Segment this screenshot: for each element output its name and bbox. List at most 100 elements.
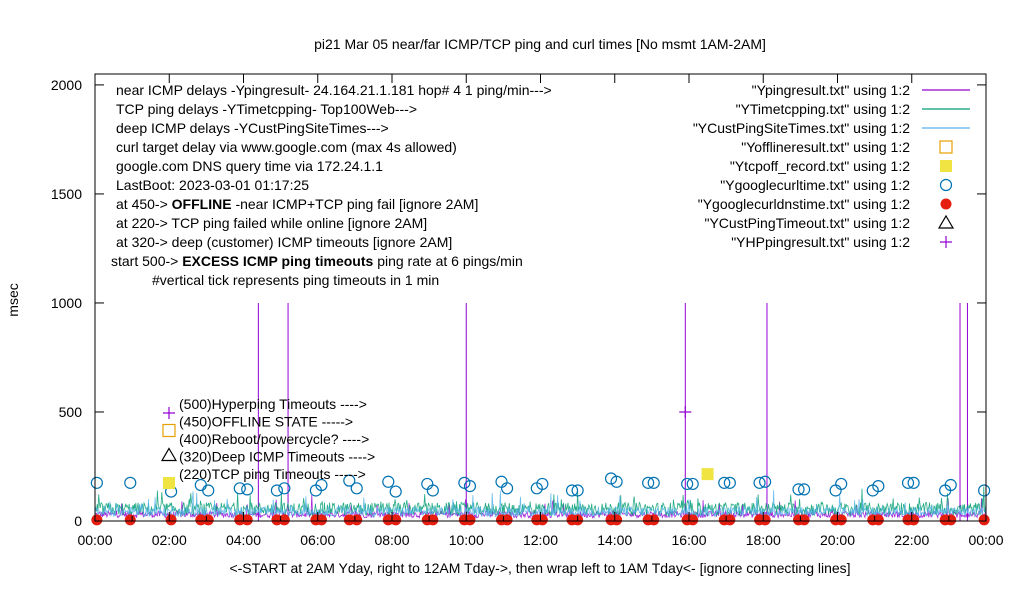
point-5-14	[389, 485, 402, 498]
point-5-20	[500, 482, 514, 495]
point-5-44	[944, 478, 957, 492]
point-5-16	[426, 484, 439, 497]
note-text: google.com DNS query time via 172.24.1.1	[116, 158, 383, 174]
legend-label-2: "YCustPingSiteTimes.txt" using 1:2	[693, 120, 910, 136]
x-tick-label-3: 06:00	[300, 532, 335, 548]
point-5-40	[872, 480, 885, 493]
series-5	[90, 472, 991, 498]
note-text: curl target delay via www.google.com (ma…	[116, 139, 457, 155]
x-tick-label-2: 04:00	[226, 532, 261, 548]
point-5-24	[571, 484, 584, 497]
series-6	[91, 514, 990, 526]
point-6-42	[908, 514, 920, 526]
point-5-26	[610, 475, 623, 488]
marker-label-2: (400)Reboot/powercycle? ---->	[179, 431, 369, 447]
point-6-14	[390, 514, 402, 526]
legend-marker-6	[940, 198, 952, 210]
point-5-10	[315, 478, 328, 492]
point-5-32	[723, 476, 736, 489]
point-6-2	[165, 514, 177, 526]
note-after-text: ping rate at 6 pings/min	[377, 253, 523, 269]
point-5-29	[681, 477, 694, 491]
note-2: deep ICMP delays -YCustPingSiteTimes--->	[116, 120, 389, 136]
marker-label-4: (220)TCP ping Timeouts ----->	[179, 466, 366, 482]
note-4: google.com DNS query time via 172.24.1.1	[116, 158, 383, 174]
legend-label-4: "Ytcpoff_record.txt" using 1:2	[730, 158, 910, 174]
y-axis-label: msec	[5, 283, 21, 316]
note-5: LastBoot: 2023-03-01 01:17:25	[116, 177, 309, 193]
point-6-20	[501, 514, 513, 526]
point-6-45	[978, 514, 990, 526]
legend-label-6: "Ygooglecurldnstime.txt" using 1:2	[698, 196, 910, 212]
point-5-13	[382, 475, 395, 488]
point-6-6	[241, 514, 253, 526]
axis-layer: 00:00 02:00 04:00 06:00 08:00 10:00 12:00 14:00…	[51, 73, 1004, 548]
point-5-37	[829, 484, 842, 497]
point-8-0	[679, 405, 692, 418]
point-5-45	[978, 484, 991, 497]
point-6-32	[724, 514, 736, 526]
point-6-18	[464, 514, 476, 526]
point-5-34	[759, 475, 772, 488]
point-5-4	[202, 484, 215, 497]
legend-label-1: "YTimetcpping.txt" using 1:2	[736, 101, 911, 117]
point-5-33	[753, 476, 766, 489]
point-5-11	[343, 474, 356, 487]
point-6-0	[91, 514, 103, 526]
point-5-15	[421, 477, 434, 491]
legend-label-5: "Ygooglecurltime.txt" using 1:2	[720, 177, 910, 193]
note-text: at 220-> TCP ping failed while online [i…	[116, 215, 427, 231]
note-text: #vertical tick represents ping timeouts …	[152, 272, 439, 288]
legend-label-0: "Ypingresult.txt" using 1:2	[752, 82, 911, 98]
point-5-22	[536, 477, 549, 491]
point-6-38	[835, 514, 847, 526]
point-5-1	[124, 476, 137, 489]
y-tick-label-0: 0	[74, 513, 82, 529]
marker-label-symbol-0	[163, 407, 175, 419]
point-5-23	[565, 484, 579, 497]
point-5-5	[233, 482, 246, 495]
x-tick-label-0: 00:00	[77, 532, 112, 548]
marker-label-symbol-1	[162, 423, 176, 438]
point-5-31	[718, 476, 731, 489]
point-6-1	[124, 514, 136, 526]
series-4	[701, 468, 714, 481]
point-5-7	[270, 484, 284, 497]
point-6-12	[351, 514, 363, 526]
point-5-8	[278, 482, 291, 495]
x-axis-label: <-START at 2AM Yday, right to 12AM Tday-…	[229, 560, 850, 576]
note-text: at 320-> deep (customer) ICMP timeouts […	[116, 234, 452, 250]
x-tick-label-4: 08:00	[374, 532, 409, 548]
legend: "Ypingresult.txt" using 1:2 "YTimetcpping…	[693, 82, 970, 250]
note-bold-text: OFFLINE	[172, 196, 236, 212]
series-layer	[90, 302, 991, 526]
point-5-38	[835, 477, 848, 491]
point-6-16	[427, 514, 439, 526]
note-text: at 450->	[116, 196, 172, 212]
note-8: at 320-> deep (customer) ICMP timeouts […	[116, 234, 452, 250]
point-6-36	[798, 514, 810, 526]
x-tick-label-8: 16:00	[671, 532, 706, 548]
x-tick-label-1: 02:00	[152, 532, 187, 548]
note-0: near ICMP delays -Ypingresult- 24.164.21…	[116, 82, 552, 98]
point-6-8	[278, 514, 290, 526]
point-5-30	[686, 477, 699, 491]
x-tick-label-5: 10:00	[449, 532, 484, 548]
note-text: start 500->	[111, 253, 182, 269]
point-5-12	[350, 482, 363, 495]
note-7: at 220-> TCP ping failed while online [i…	[116, 215, 427, 231]
point-6-26	[611, 514, 623, 526]
series-8	[679, 405, 692, 418]
notes-layer: near ICMP delays -Ypingresult- 24.164.21…	[111, 82, 552, 288]
point-6-44	[945, 514, 957, 526]
marker-labels-layer: (500)Hyperping Timeouts ----> (450)OFFLIN…	[160, 396, 375, 489]
legend-marker-5	[939, 178, 953, 192]
note-text: TCP ping delays -YTimetcpping- Top100Web…	[116, 101, 417, 117]
legend-label-7: "YCustPingTimeout.txt" using 1:2	[704, 215, 910, 231]
marker-label-symbol-4	[163, 477, 175, 489]
legend-marker-7	[937, 214, 955, 229]
legend-marker-3	[939, 140, 953, 154]
legend-label-3: "Yofflineresult.txt" using 1:2	[741, 139, 910, 155]
legend-marker-4	[940, 160, 952, 172]
